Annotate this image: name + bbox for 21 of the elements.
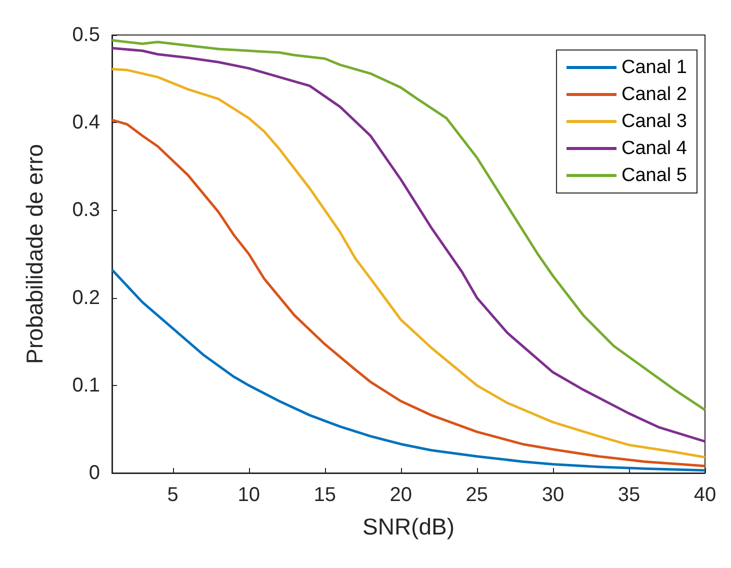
x-tick-label: 40 [694,484,716,506]
legend-label: Canal 4 [622,138,688,159]
y-tick-label: 0.3 [72,199,100,222]
x-tick-label: 25 [466,484,488,506]
y-tick-label: 0.2 [72,286,100,309]
legend-label: Canal 3 [622,111,688,132]
y-tick-label: 0.1 [72,374,100,396]
legend-label: Canal 2 [622,84,688,105]
x-axis-title: SNR(dB) [362,514,455,540]
legend-label: Canal 5 [622,165,688,186]
x-tick-label: 5 [167,484,178,506]
x-tick-label: 15 [314,484,336,506]
y-tick-label: 0 [88,462,100,484]
legend-label: Canal 1 [622,57,688,78]
x-tick-label: 10 [238,484,260,506]
x-tick-label: 20 [390,484,412,506]
x-tick-label: 35 [618,484,640,506]
x-tick-label: 30 [542,484,564,506]
y-axis-title: Probabilidade de erro [22,144,48,364]
y-tick-label: 0.5 [72,24,100,46]
y-tick-label: 0.4 [72,112,100,134]
